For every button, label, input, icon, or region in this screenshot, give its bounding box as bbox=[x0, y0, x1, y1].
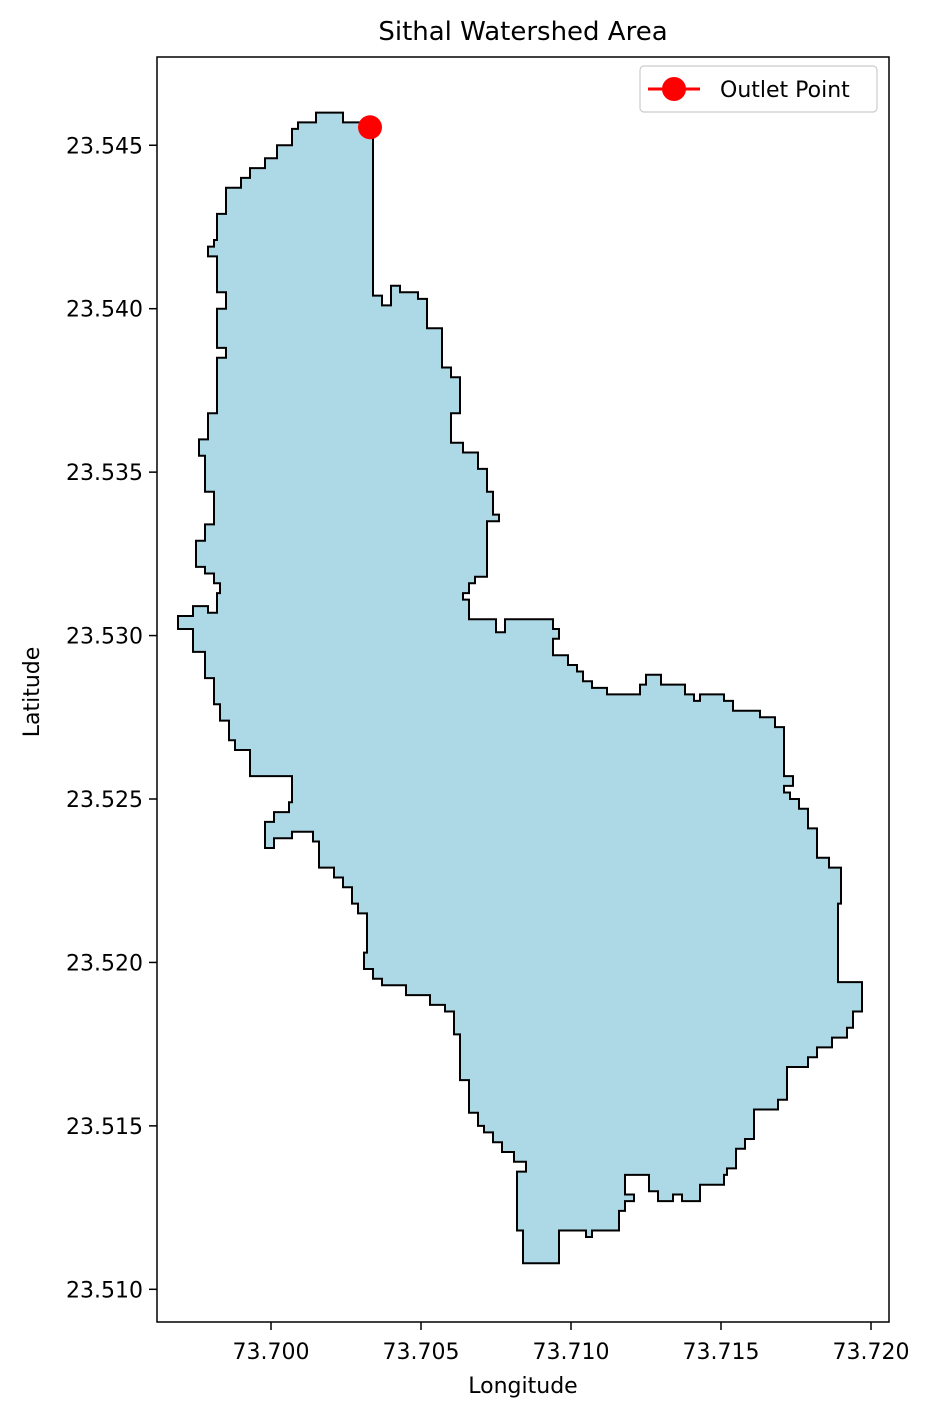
x-axis: 73.700 73.705 73.710 73.715 73.720 bbox=[233, 1322, 910, 1365]
y-axis-label: Latitude bbox=[20, 647, 45, 738]
outlet-point-layer bbox=[358, 115, 382, 140]
y-tick-label: 23.530 bbox=[66, 625, 143, 650]
y-tick-label: 23.525 bbox=[66, 788, 143, 813]
x-tick-label: 73.705 bbox=[383, 1340, 460, 1365]
legend-marker-icon bbox=[662, 77, 686, 101]
x-tick-label: 73.720 bbox=[833, 1340, 910, 1365]
y-tick-label: 23.510 bbox=[66, 1278, 143, 1303]
y-tick-label: 23.540 bbox=[66, 298, 143, 323]
y-tick-label: 23.535 bbox=[66, 461, 143, 486]
plot-frame bbox=[156, 56, 890, 1323]
x-tick-label: 73.710 bbox=[533, 1340, 610, 1365]
watershed-boundary bbox=[177, 111, 863, 1265]
legend: Outlet Point bbox=[639, 65, 878, 113]
x-tick-label: 73.715 bbox=[683, 1340, 760, 1365]
legend-box bbox=[639, 65, 878, 113]
y-tick-label: 23.520 bbox=[66, 951, 143, 976]
y-tick-label: 23.545 bbox=[66, 134, 143, 159]
plot-area bbox=[156, 56, 890, 1323]
watershed-layer bbox=[177, 111, 863, 1265]
outlet-point-marker bbox=[358, 115, 382, 140]
map-title: Sithal Watershed Area bbox=[378, 17, 667, 47]
x-axis-label: Longitude bbox=[468, 1374, 577, 1399]
y-axis: 23.510 23.515 23.520 23.525 23.530 23.535 23.5… bbox=[66, 134, 157, 1303]
y-tick-label: 23.515 bbox=[66, 1115, 143, 1140]
legend-label-outlet-point: Outlet Point bbox=[720, 78, 850, 103]
x-tick-label: 73.700 bbox=[233, 1340, 310, 1365]
